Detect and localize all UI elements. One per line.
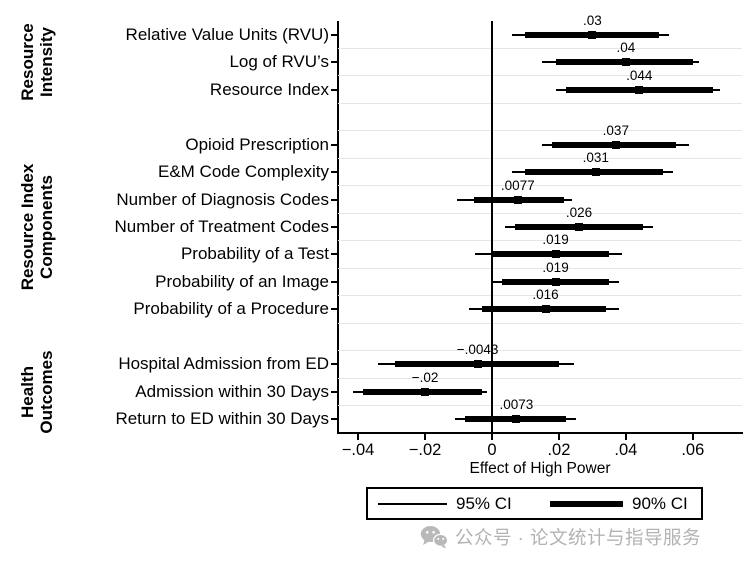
legend-90ci-label: 90% CI <box>632 494 688 513</box>
y-tick <box>331 226 338 228</box>
estimate-value-label: .026 <box>565 205 593 220</box>
category-label: Number of Diagnosis Codes <box>116 189 329 209</box>
gridline <box>338 102 742 104</box>
point-estimate-marker <box>421 387 430 396</box>
estimate-value-label: −.02 <box>411 369 439 385</box>
group-label-resource-index-components: Resource Index Components <box>18 163 56 291</box>
x-tick <box>691 432 694 440</box>
category-label: E&M Code Complexity <box>157 162 329 182</box>
gridline <box>338 157 742 159</box>
y-tick <box>331 418 338 421</box>
estimate-value-label: .04 <box>616 40 636 56</box>
category-label: Probability of an Image <box>155 271 329 291</box>
estimate-value-label: .031 <box>582 150 609 166</box>
estimate-value-label: .019 <box>542 259 569 275</box>
gridline <box>338 240 742 242</box>
watermark-text: 公众号 · 论文统计与指导服务 <box>455 527 701 548</box>
legend-90ci-line-sample <box>550 501 623 507</box>
gridline <box>338 267 742 269</box>
gridline <box>338 295 742 297</box>
category-label: Hospital Admission from ED <box>118 354 329 374</box>
point-estimate-marker <box>541 305 550 314</box>
watermark: 公众号 · 论文统计与指导服务 <box>420 524 701 550</box>
x-tick-label: −.04 <box>341 441 375 459</box>
x-axis-line <box>337 432 743 434</box>
point-estimate-marker <box>588 30 597 39</box>
y-tick <box>331 363 338 366</box>
estimate-value-label: .044 <box>626 67 653 83</box>
legend-95ci-label: 95% CI <box>456 494 512 513</box>
x-tick-label: .06 <box>681 441 705 459</box>
y-tick <box>331 171 338 174</box>
x-tick <box>424 432 427 440</box>
wechat-icon <box>420 526 448 549</box>
y-tick <box>331 88 338 91</box>
x-tick <box>490 432 493 440</box>
point-estimate-marker <box>512 415 521 424</box>
gridline <box>338 75 742 77</box>
category-label: Probability of a Procedure <box>133 299 329 319</box>
estimate-value-label: .037 <box>602 122 629 138</box>
x-tick-label: 0 <box>487 441 497 459</box>
x-tick-label: .04 <box>614 441 638 459</box>
category-label: Admission within 30 Days <box>135 381 329 401</box>
category-label: Return to ED within 30 Days <box>115 409 329 429</box>
category-label: Probability of a Test <box>180 244 329 264</box>
point-estimate-marker <box>551 250 560 259</box>
zero-reference-line <box>490 21 493 433</box>
estimate-value-label: −.0043 <box>456 342 499 358</box>
point-estimate-marker <box>635 85 644 94</box>
estimate-value-label: .0077 <box>500 177 535 193</box>
estimate-value-label: .03 <box>582 12 602 28</box>
gridline <box>338 212 742 214</box>
point-estimate-marker <box>551 277 560 286</box>
point-estimate-marker <box>591 168 600 177</box>
y-tick <box>331 143 338 146</box>
plot-area: .03 .04 .044 .037 .031 .0077 .026 .019 .019 .016 −… <box>338 13 742 433</box>
estimate-value-label: .0073 <box>499 397 534 413</box>
estimate-value-label: .016 <box>532 287 559 303</box>
group-label-health-outcomes: Health Outcomes <box>18 350 56 434</box>
point-estimate-marker <box>513 195 522 204</box>
y-tick <box>331 61 338 64</box>
point-estimate-marker <box>621 58 630 67</box>
y-tick <box>331 33 338 36</box>
gridline <box>338 130 742 132</box>
y-tick <box>331 253 338 256</box>
y-axis-line <box>337 21 339 434</box>
gridline <box>338 185 742 187</box>
x-axis-title: Effect of High Power <box>469 460 611 477</box>
gridline <box>338 322 742 324</box>
category-label: Number of Treatment Codes <box>114 217 329 236</box>
gridline <box>338 47 742 49</box>
point-estimate-marker <box>574 223 583 231</box>
y-tick <box>331 280 338 283</box>
category-label: Opioid Prescription <box>185 134 329 154</box>
x-tick <box>357 432 360 440</box>
legend: 95% CI 90% CI <box>366 487 703 520</box>
y-tick <box>331 308 338 311</box>
x-tick <box>624 432 627 440</box>
point-estimate-marker <box>473 360 482 369</box>
estimate-value-label: .019 <box>542 232 569 248</box>
ci-90-line <box>491 251 610 258</box>
category-label: Relative Value Units (RVU) <box>125 24 329 44</box>
gridline <box>338 405 742 407</box>
x-tick-label: −.02 <box>408 441 442 459</box>
y-tick <box>331 198 338 201</box>
x-tick <box>557 432 560 440</box>
gridline <box>338 377 742 379</box>
category-label: Log of RVU’s <box>229 52 329 72</box>
gridline <box>338 350 742 352</box>
point-estimate-marker <box>611 140 620 149</box>
x-tick-label: .02 <box>547 441 571 459</box>
category-label: Resource Index <box>209 79 329 99</box>
legend-95ci-line-sample <box>378 503 447 505</box>
group-label-resource-intensity: Resource Intensity <box>18 23 56 101</box>
y-tick <box>331 390 338 393</box>
